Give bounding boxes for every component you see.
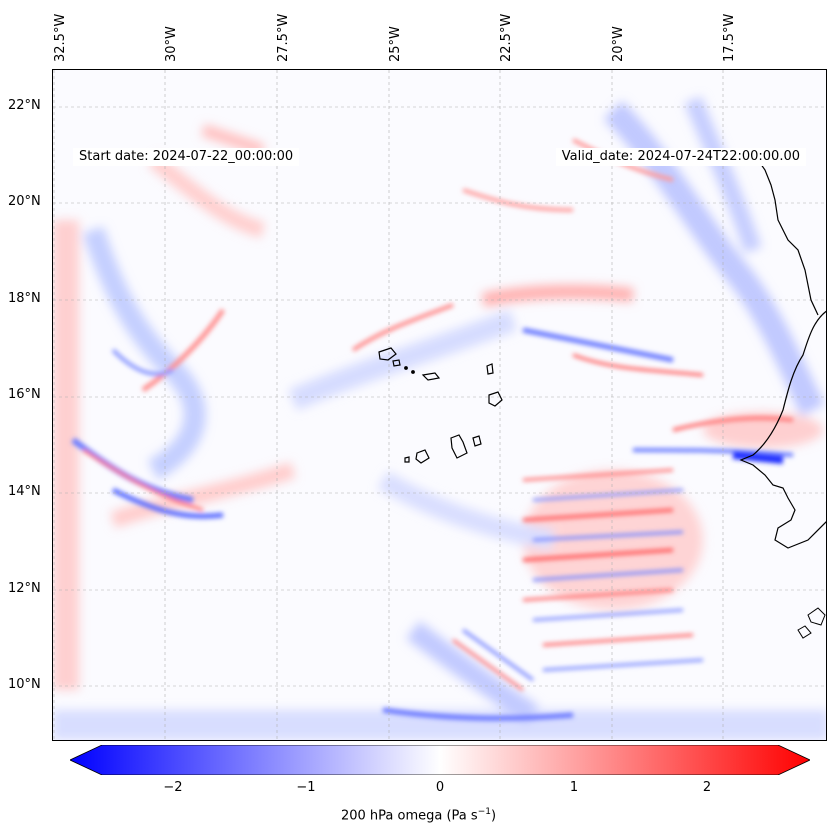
lon-label-32-5w: 32.5°W (53, 13, 68, 62)
lon-label-25w: 25°W (388, 26, 403, 62)
start-date-value: 2024-07-22_00:00:00 (152, 149, 294, 164)
valid-date-label: Valid_date: 2024-07-24T22:00:00.00 (555, 148, 806, 166)
colorbar-bar (69, 744, 811, 776)
colorbar-tick-1: 1 (569, 780, 579, 795)
lat-label-22n: 22°N (8, 98, 41, 113)
map-panel[interactable]: Start date: 2024-07-22_00:00:00 Valid_da… (52, 69, 827, 741)
valid-date-value: 2024-07-24T22:00:00.00 (637, 149, 800, 164)
africa-coastline-upper (752, 149, 819, 316)
guinea-coast-islands (797, 607, 826, 639)
lon-label-22-5w: 22.5°W (499, 13, 514, 62)
omega-field-map (53, 70, 826, 740)
lon-label-17-5w: 17.5°W (722, 13, 737, 62)
start-date-label: Start date: 2024-07-22_00:00:00 (73, 148, 300, 166)
colorbar-label: 200 hPa omega (Pa s−1) (340, 807, 497, 824)
colorbar-units: Pa s (451, 808, 478, 824)
colorbar-tick-2: 2 (702, 780, 712, 795)
lat-label-16n: 16°N (8, 387, 41, 402)
colorbar-graphic (69, 744, 811, 779)
lon-label-27-5w: 27.5°W (276, 13, 291, 62)
lon-label-20w: 20°W (611, 26, 626, 62)
cape-verde-islands (378, 347, 503, 464)
graticule (53, 70, 826, 740)
africa-coastline (739, 310, 826, 549)
colorbar (69, 744, 811, 779)
lat-label-14n: 14°N (8, 484, 41, 499)
lat-label-20n: 20°N (8, 194, 41, 209)
valid-date-prefix: Valid_date: (561, 149, 634, 164)
omega-diffuse-patches (53, 96, 826, 740)
lon-label-30w: 30°W (164, 26, 179, 62)
lat-label-18n: 18°N (8, 291, 41, 306)
colorbar-units-exponent: −1 (477, 807, 491, 817)
lat-label-10n: 10°N (8, 677, 41, 692)
lat-label-12n: 12°N (8, 581, 41, 596)
start-date-prefix: Start date: (79, 149, 149, 164)
colorbar-tick-0: 0 (435, 780, 445, 795)
colorbar-variable: 200 hPa omega (340, 808, 443, 824)
colorbar-tick-neg1: −1 (296, 780, 316, 795)
colorbar-tick-neg2: −2 (163, 780, 183, 795)
